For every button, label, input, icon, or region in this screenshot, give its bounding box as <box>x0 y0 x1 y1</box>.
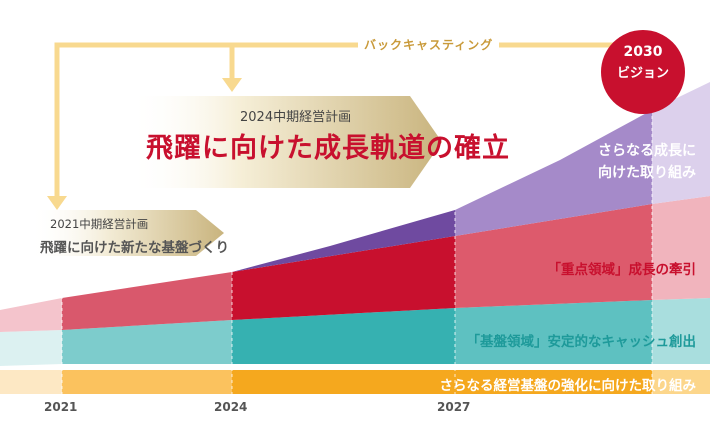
focus-label: 「重点領域」成長の牽引 <box>547 262 697 278</box>
arrow-head-2024 <box>222 78 242 92</box>
growth-label-line1: さらなる成長に <box>598 143 696 159</box>
plan-2021-label: 2021中期経営計画 <box>50 217 149 231</box>
growth-band-2 <box>232 210 455 272</box>
foundation-pre <box>0 330 62 366</box>
vision-text: 2030 ビジョン <box>600 40 686 104</box>
plan-2024-chevron <box>130 96 442 188</box>
focus-band-3 <box>455 204 652 308</box>
vision-year: 2030 <box>623 44 663 60</box>
arrow-head-2021 <box>47 196 67 210</box>
plan-2024-label: 2024中期経営計画 <box>240 110 352 125</box>
foundation-band-3 <box>455 300 652 364</box>
strength-band-2 <box>232 370 652 394</box>
focus-band-1 <box>62 272 232 330</box>
year-2027: 2027 <box>437 400 471 414</box>
strengthening-label: さらなる経営基盤の強化に向けた取り組み <box>439 378 697 394</box>
strength-band-1 <box>62 370 232 394</box>
growth-label: さらなる成長に 向けた取り組み <box>598 140 696 184</box>
focus-band-2 <box>232 236 455 320</box>
growth-band-3 <box>455 110 652 236</box>
focus-pre <box>0 298 62 332</box>
strength-pre <box>0 370 62 394</box>
plan-2021-chevron <box>30 210 224 256</box>
vision-circle <box>601 30 685 114</box>
year-2021: 2021 <box>44 400 78 414</box>
foundation-band-1 <box>62 320 232 364</box>
plan-2024-title: 飛躍に向けた成長軌道の確立 <box>146 133 510 164</box>
growth-post <box>652 82 710 204</box>
year-2024: 2024 <box>214 400 248 414</box>
vision-label: ビジョン <box>616 66 669 81</box>
strength-post <box>652 370 710 394</box>
foundation-band-2 <box>232 308 455 364</box>
backcasting-label: バックキャスティング <box>358 36 500 53</box>
plan-2021-title: 飛躍に向けた新たな基盤づくり <box>40 240 229 256</box>
growth-label-line2: 向けた取り組み <box>598 165 696 181</box>
focus-post <box>652 196 710 300</box>
year-guides <box>61 104 653 396</box>
foundation-post <box>652 298 710 364</box>
foundation-label: 「基盤領域」安定的なキャッシュ創出 <box>466 334 697 350</box>
